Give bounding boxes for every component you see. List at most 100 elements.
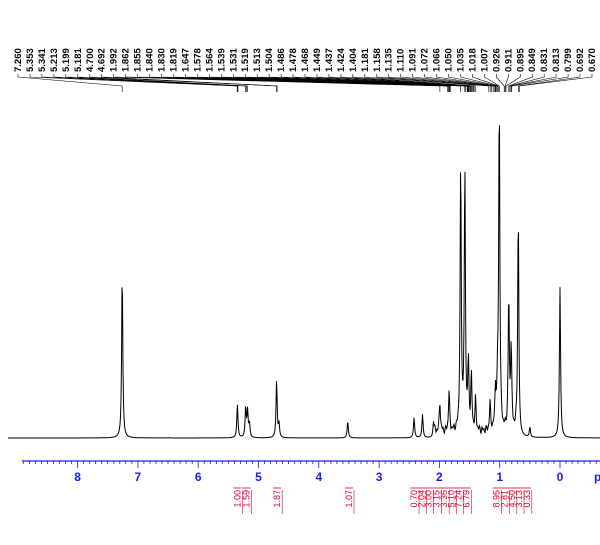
peak-label: 5.353 xyxy=(25,48,36,72)
integral-label: 1.59 xyxy=(241,490,251,508)
peak-label: 1.437 xyxy=(324,48,335,72)
peak-label: 0.895 xyxy=(515,48,526,72)
peak-connector xyxy=(328,74,474,92)
peak-label: 1.018 xyxy=(467,48,478,72)
peak-connector xyxy=(304,74,472,92)
peak-connector xyxy=(268,74,470,92)
peak-label: 1.066 xyxy=(432,48,443,72)
integral-label: 5.10 xyxy=(447,490,457,508)
peak-connector xyxy=(495,74,505,92)
peak-label: 1.072 xyxy=(420,48,431,72)
peak-connector xyxy=(340,74,475,92)
peak-label: 1.840 xyxy=(145,48,156,72)
peak-label: 5.199 xyxy=(61,48,72,72)
peak-connector xyxy=(376,74,491,92)
peak-label: 1.578 xyxy=(192,48,203,72)
peak-label: 1.830 xyxy=(157,48,168,72)
x-tick-label: 8 xyxy=(74,470,81,484)
peak-label: 1.091 xyxy=(408,48,419,72)
peak-connector-layer xyxy=(17,74,593,92)
peak-label: 5.341 xyxy=(37,48,48,72)
peak-connector xyxy=(41,74,239,92)
peak-label: 1.504 xyxy=(264,48,275,72)
peak-label: 1.819 xyxy=(169,48,180,72)
peak-label: 7.260 xyxy=(13,48,24,72)
peak-connector xyxy=(101,74,278,92)
peak-label: 1.519 xyxy=(240,48,251,72)
peak-label: 1.531 xyxy=(228,48,239,72)
peak-connector xyxy=(510,74,557,92)
peak-connector xyxy=(77,74,248,92)
peak-connector xyxy=(511,74,569,92)
integral-layer: 1.00 1.59 1.87 1.07 0.702.043.003.153.365.10… xyxy=(232,487,533,514)
integral-label: 2.04 xyxy=(416,490,426,508)
peak-label: 1.862 xyxy=(121,48,132,72)
x-tick-label: 7 xyxy=(135,470,142,484)
peak-label: 1.007 xyxy=(479,48,490,72)
integral-label: 8.95 xyxy=(492,490,502,508)
integral-label: 3.13 xyxy=(514,490,524,508)
peak-connector xyxy=(89,74,277,92)
integral-label: 3.15 xyxy=(431,490,441,508)
peak-label-layer: 7.260 5.353 5.341 5.213 5.199 5.181 4.700 4.692… xyxy=(13,48,598,72)
peak-connector xyxy=(504,74,509,92)
peak-label: 1.539 xyxy=(216,48,227,72)
integral-label: 4.50 xyxy=(507,490,517,508)
x-tick-label: 1 xyxy=(496,470,503,484)
peak-connector xyxy=(424,74,496,92)
peak-label: 1.424 xyxy=(336,48,347,72)
peak-label: 1.992 xyxy=(109,48,120,72)
peak-connector xyxy=(400,74,494,92)
peak-label: 1.564 xyxy=(204,48,215,72)
x-tick-label: 0 xyxy=(557,470,564,484)
peak-label: 0.831 xyxy=(539,48,550,72)
peak-label: 1.404 xyxy=(348,48,359,72)
x-tick-label: 3 xyxy=(376,470,383,484)
peak-connector xyxy=(412,74,495,92)
peak-connector xyxy=(505,74,521,92)
peak-label: 0.849 xyxy=(527,48,538,72)
integral-label: 3.36 xyxy=(439,490,449,508)
integral-label: 6.79 xyxy=(462,490,472,508)
integral-label: 2.81 xyxy=(500,490,510,508)
peak-connector xyxy=(472,74,499,92)
peak-label: 1.181 xyxy=(360,48,371,72)
x-tick-label: 4 xyxy=(315,470,322,484)
integral-label: 1.07 xyxy=(344,490,354,508)
peak-label: 4.692 xyxy=(97,48,108,72)
peak-connector xyxy=(509,74,545,92)
x-tick-label: 6 xyxy=(195,470,202,484)
peak-connector xyxy=(53,74,246,92)
peak-label: 5.181 xyxy=(73,48,84,72)
peak-label: 4.700 xyxy=(85,48,96,72)
peak-label: 0.799 xyxy=(563,48,574,72)
peak-connector xyxy=(484,74,500,92)
peak-connector xyxy=(519,74,593,92)
peak-label: 1.478 xyxy=(288,48,299,72)
peak-label: 1.449 xyxy=(312,48,323,72)
peak-connector xyxy=(364,74,490,92)
integral-label: 0.33 xyxy=(522,490,532,508)
integral-label: 1.87 xyxy=(272,490,282,508)
peak-connector xyxy=(436,74,497,92)
integral-label: 3.00 xyxy=(424,490,434,508)
peak-label: 1.855 xyxy=(133,48,144,72)
peak-label: 0.692 xyxy=(575,48,586,72)
peak-label: 0.813 xyxy=(551,48,562,72)
peak-connector xyxy=(508,74,533,92)
x-tick-label: 2 xyxy=(436,470,443,484)
peak-label: 1.486 xyxy=(276,48,287,72)
peak-label: 1.035 xyxy=(456,48,467,72)
peak-label: 0.926 xyxy=(491,48,502,72)
peak-connector xyxy=(280,74,471,92)
peak-connector xyxy=(352,74,476,92)
peak-label: 1.135 xyxy=(384,48,395,72)
peak-label: 1.110 xyxy=(396,49,407,72)
integral-label: 0.70 xyxy=(409,490,419,508)
x-tick-label: 5 xyxy=(255,470,262,484)
integral-label: 1.00 xyxy=(232,490,242,508)
peak-label: 1.513 xyxy=(252,48,263,72)
peak-connector xyxy=(173,74,451,92)
x-axis: 8 7 6 5 4 3 2 1 0 p xyxy=(22,460,600,484)
